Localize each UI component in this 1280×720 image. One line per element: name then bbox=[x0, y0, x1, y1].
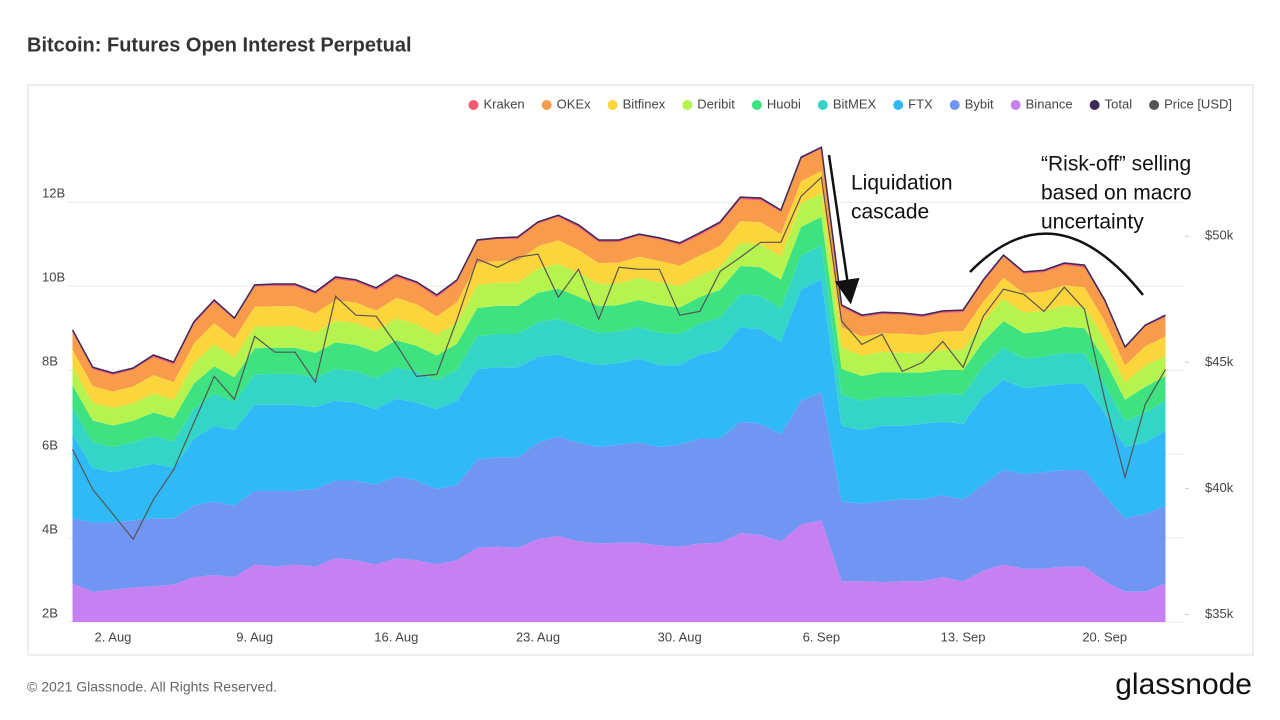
legend-label: Deribit bbox=[697, 96, 735, 111]
legend-swatch bbox=[1149, 100, 1160, 110]
legend: Price [USD] Total Binance Bybit FTX BitMEX Huo… bbox=[468, 96, 1232, 111]
arrow bbox=[827, 154, 860, 305]
x-tick-label: 2. Aug bbox=[95, 629, 132, 644]
y-tick-label: 2B bbox=[42, 605, 58, 620]
y2-tick-label: $35k bbox=[1205, 606, 1234, 621]
legend-swatch bbox=[682, 100, 693, 110]
x-tick-label: 6. Sep bbox=[803, 629, 841, 644]
axes: 2B 4B 6B 8B 10B 12B $35k $40k $45k $50k 2. Aug 9. A… bbox=[42, 186, 1234, 645]
annotation: based on macro bbox=[1041, 182, 1192, 205]
areas bbox=[72, 146, 1166, 622]
arc bbox=[969, 232, 1144, 296]
legend-swatch bbox=[607, 100, 618, 110]
line bbox=[71, 146, 1166, 374]
legend-swatch bbox=[893, 100, 904, 110]
y2-tick-label: $45k bbox=[1205, 354, 1234, 369]
area bbox=[72, 171, 1166, 408]
legend-swatch bbox=[817, 100, 828, 110]
x-tick-label: 23. Aug bbox=[516, 629, 560, 644]
legend-label: Binance bbox=[1026, 96, 1073, 111]
x-tick-label: 13. Sep bbox=[941, 629, 986, 644]
legend-swatch bbox=[541, 100, 552, 110]
x-tick-label: 9. Aug bbox=[236, 629, 273, 644]
legend-swatch bbox=[949, 100, 960, 110]
y-tick-label: 6B bbox=[42, 438, 58, 453]
area bbox=[72, 279, 1166, 523]
legend-label: Price [USD] bbox=[1164, 96, 1232, 111]
legend-label: Huobi bbox=[767, 96, 801, 111]
footer: © 2021 Glassnode. All Rights Reserved. bbox=[27, 679, 277, 695]
x-tick-label: 30. Aug bbox=[658, 629, 702, 644]
y-tick-label: 12B bbox=[42, 186, 65, 201]
legend-label: Total bbox=[1105, 96, 1133, 111]
lines bbox=[71, 146, 1167, 541]
legend-label: FTX bbox=[908, 96, 933, 111]
annotations: Liquidation cascade “Risk-off” selling base… bbox=[851, 153, 1192, 234]
legend-swatch bbox=[468, 100, 479, 110]
x-tick-label: 20. Sep bbox=[1082, 629, 1127, 644]
legend-label: BitMEX bbox=[833, 96, 877, 111]
y2-tick-label: $50k bbox=[1205, 228, 1234, 243]
x-tick-label: 16. Aug bbox=[374, 629, 418, 644]
annotation: “Risk-off” selling bbox=[1041, 153, 1191, 176]
legend-swatch bbox=[751, 100, 762, 110]
legend-swatch bbox=[1010, 100, 1021, 110]
legend-label: OKEx bbox=[557, 96, 591, 111]
area bbox=[72, 392, 1166, 592]
area bbox=[72, 245, 1166, 473]
area bbox=[72, 193, 1166, 426]
logo: glassnode bbox=[1115, 668, 1252, 701]
legend-label: Bitfinex bbox=[623, 96, 666, 111]
legend-swatch bbox=[1089, 100, 1100, 110]
annotation: Liquidation bbox=[851, 172, 953, 195]
line bbox=[71, 176, 1167, 541]
annotation: cascade bbox=[851, 201, 929, 224]
y-tick-label: 4B bbox=[42, 521, 58, 536]
y2-tick-label: $40k bbox=[1205, 480, 1234, 495]
y-tick-label: 8B bbox=[42, 354, 58, 369]
area bbox=[72, 520, 1166, 622]
chart-title: Bitcoin: Futures Open Interest Perpetual bbox=[27, 34, 412, 56]
legend-label: Bybit bbox=[965, 96, 994, 111]
area bbox=[72, 216, 1166, 447]
annotation: uncertainty bbox=[1041, 211, 1144, 234]
y-tick-label: 10B bbox=[42, 270, 65, 285]
legend-label: Kraken bbox=[483, 96, 524, 111]
area bbox=[72, 148, 1166, 392]
